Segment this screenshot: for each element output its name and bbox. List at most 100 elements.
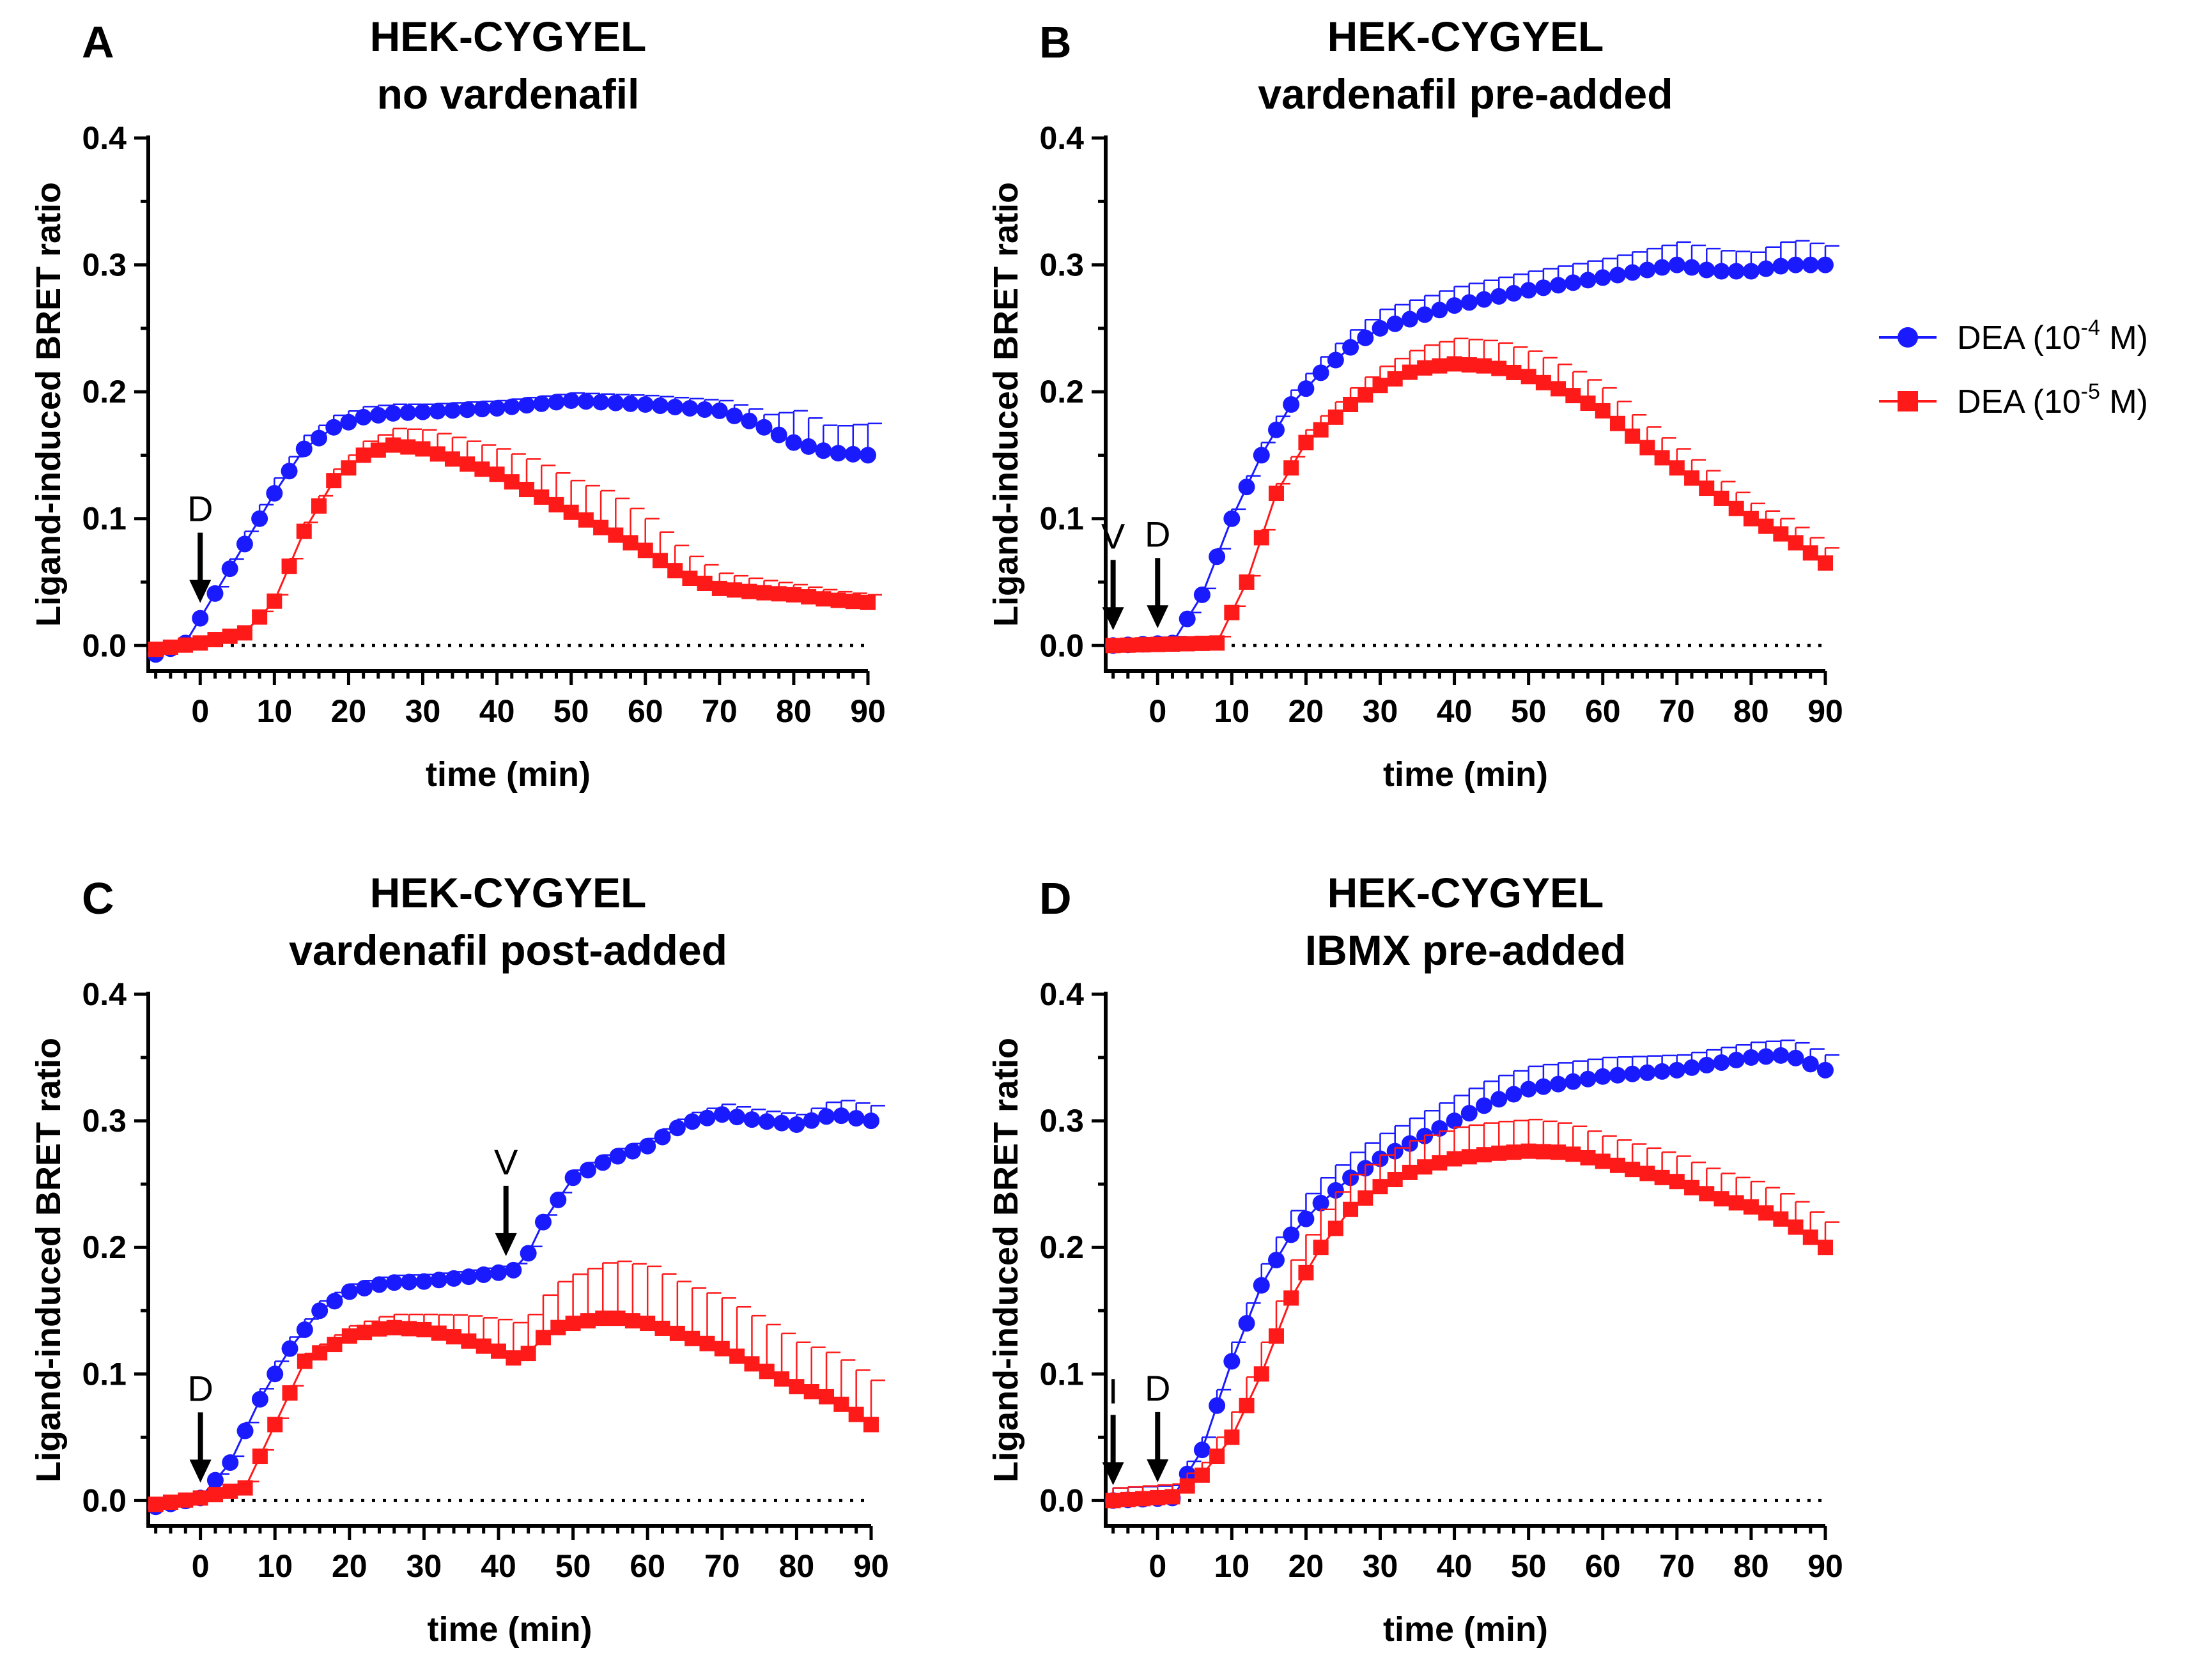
data-point — [759, 1364, 775, 1380]
panel-b: B HEK-CYGYEL vardenafil pre-added 0.0 0.1 0.2… — [987, 13, 1843, 794]
data-point — [1327, 351, 1344, 369]
data-point — [1179, 1478, 1195, 1494]
data-point — [520, 1346, 536, 1362]
data-point — [1758, 1048, 1775, 1065]
data-point — [1594, 269, 1611, 286]
data-point — [1476, 358, 1492, 374]
x-tick-label: 50 — [1511, 693, 1547, 729]
data-point — [281, 463, 298, 480]
data-point — [311, 1302, 329, 1319]
data-point — [1550, 1075, 1567, 1093]
data-point — [341, 1283, 358, 1300]
data-point — [1580, 396, 1596, 411]
data-point — [578, 512, 594, 528]
data-point — [520, 1245, 537, 1262]
data-point — [1313, 422, 1329, 438]
data-point — [714, 1341, 730, 1357]
data-point — [1624, 1065, 1641, 1082]
data-point — [1135, 637, 1151, 653]
data-point — [446, 1329, 462, 1345]
data-point — [506, 1350, 522, 1366]
data-point — [1209, 635, 1225, 651]
data-point — [1491, 1145, 1507, 1161]
data-point — [1713, 1191, 1729, 1207]
y-tick-label: 0.4 — [1039, 120, 1084, 156]
data-point — [844, 445, 862, 463]
data-point — [236, 1422, 254, 1440]
data-point — [444, 402, 461, 419]
data-point — [1624, 264, 1641, 281]
data-point — [148, 1496, 164, 1512]
data-point — [1728, 263, 1745, 280]
data-point — [1802, 256, 1819, 273]
x-tick-label: 40 — [1437, 1548, 1473, 1584]
data-point — [1639, 1165, 1655, 1181]
x-tick-label: 70 — [1659, 1548, 1695, 1584]
data-point — [1432, 1155, 1448, 1171]
data-point — [1669, 460, 1685, 476]
chart-title-line: no vardenafil — [377, 70, 640, 118]
data-point — [773, 1114, 791, 1132]
data-point — [266, 485, 283, 502]
arrow-label: D — [187, 1368, 213, 1408]
data-point — [1446, 1151, 1462, 1167]
data-point — [1417, 360, 1433, 376]
data-point — [327, 1337, 343, 1353]
data-point — [282, 1385, 298, 1401]
data-point — [818, 1108, 835, 1125]
data-point — [1416, 306, 1434, 323]
data-point — [1446, 356, 1462, 372]
y-tick-label: 0.1 — [82, 1356, 127, 1392]
data-point — [1283, 1290, 1299, 1306]
data-point — [533, 395, 550, 412]
data-point — [1223, 1353, 1241, 1370]
data-point — [1772, 1047, 1790, 1064]
data-point — [1668, 256, 1685, 273]
panel-letter: B — [1039, 17, 1072, 67]
data-point — [789, 1379, 805, 1395]
x-tick-label: 20 — [1288, 693, 1324, 729]
legend-label-s2: DEA (10-5 M) — [1957, 380, 2148, 420]
y-tick-label: 0.4 — [1039, 976, 1084, 1012]
data-point — [741, 583, 757, 599]
x-tick-label: 0 — [1149, 693, 1166, 729]
arrow-label: V — [494, 1142, 518, 1182]
data-point — [1580, 1149, 1596, 1165]
data-point — [1387, 371, 1403, 387]
x-tick-label: 10 — [1214, 693, 1250, 729]
x-tick-label: 0 — [191, 693, 209, 729]
data-point — [310, 429, 327, 447]
data-point — [1609, 415, 1625, 431]
data-point — [1223, 510, 1241, 527]
data-point — [311, 498, 327, 514]
data-point — [1312, 1194, 1329, 1211]
data-point — [770, 426, 787, 443]
data-point — [1713, 1054, 1730, 1071]
y-tick-label: 0.1 — [1039, 1356, 1084, 1392]
data-point — [726, 407, 743, 424]
data-point — [1238, 1315, 1255, 1332]
y-tick-label: 0.1 — [82, 501, 127, 537]
data-point — [518, 397, 536, 414]
data-point — [1654, 1169, 1670, 1185]
data-point — [534, 489, 550, 505]
x-tick-label: 40 — [479, 693, 515, 729]
y-tick-label: 0.2 — [1039, 374, 1084, 410]
data-point — [1460, 294, 1478, 311]
data-point — [1372, 1179, 1388, 1195]
data-point — [593, 519, 609, 535]
data-point — [1343, 397, 1359, 412]
x-tick-label: 70 — [1659, 693, 1695, 729]
panel-d: D HEK-CYGYEL IBMX pre-added 0.0 0.1 0.2 0.3 0.4… — [987, 869, 1843, 1649]
x-tick-label: 90 — [853, 1548, 889, 1584]
data-point — [1520, 1143, 1536, 1159]
data-point — [207, 632, 223, 648]
data-point — [1239, 574, 1255, 590]
series-s2 — [1105, 337, 1839, 654]
x-tick-label: 60 — [630, 1548, 665, 1584]
data-point — [1476, 1147, 1492, 1163]
data-point — [1193, 1442, 1210, 1459]
data-point — [1609, 266, 1626, 284]
data-point — [1193, 586, 1210, 603]
data-point — [488, 399, 506, 417]
